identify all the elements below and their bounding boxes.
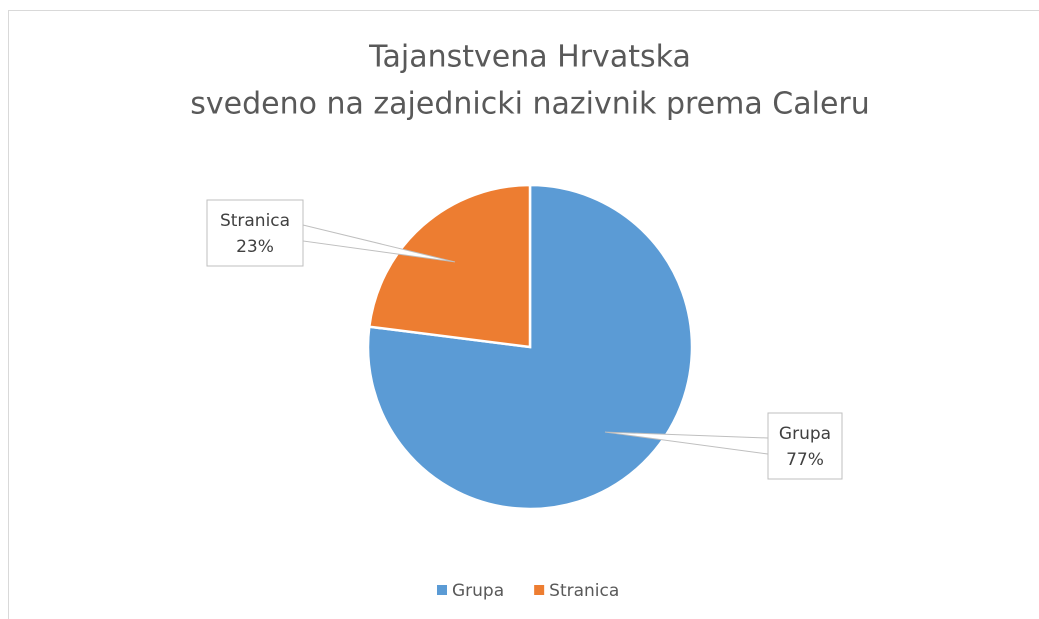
legend-swatch	[437, 585, 447, 595]
data-labels: Grupa 77% Stranica 23%	[206, 199, 843, 480]
data-label-value: 77%	[786, 450, 824, 470]
data-label-value: 23%	[236, 237, 274, 257]
data-label-name: Grupa	[779, 424, 831, 444]
legend: Grupa Stranica	[437, 581, 619, 601]
callout-box	[767, 412, 843, 480]
data-label-name: Stranica	[220, 211, 290, 231]
legend-swatch	[534, 585, 545, 595]
chart-subtitle: svedeno na zajednicki nazivnik prema Cal…	[190, 87, 870, 122]
callout-box	[206, 199, 304, 267]
pie	[366, 183, 694, 511]
chart-title: Tajanstvena Hrvatska	[368, 40, 691, 75]
legend-label: Grupa	[452, 581, 504, 601]
legend-label: Stranica	[549, 581, 619, 601]
pie-slice	[367, 183, 532, 349]
